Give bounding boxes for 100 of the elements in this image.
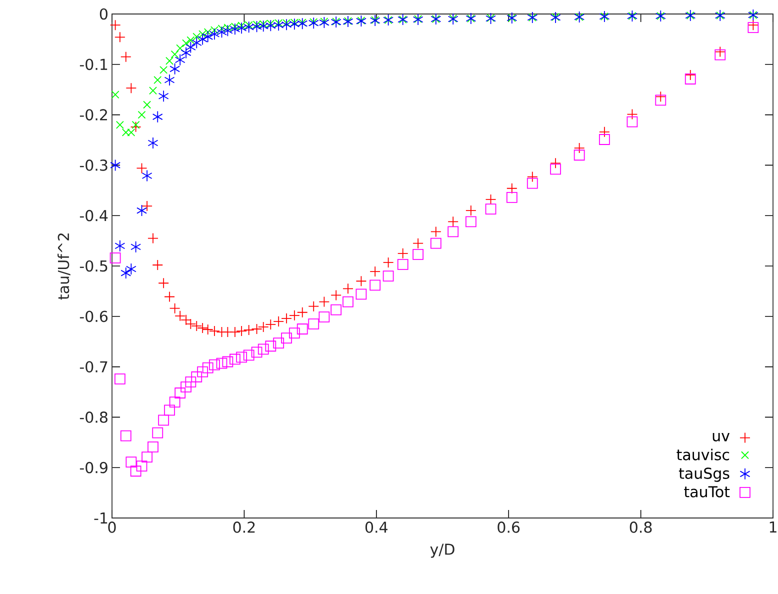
point	[684, 74, 696, 84]
point	[130, 240, 142, 253]
point	[318, 296, 330, 308]
point	[197, 33, 208, 46]
point	[154, 76, 162, 84]
point	[430, 238, 442, 249]
point	[120, 430, 132, 442]
point	[485, 204, 496, 214]
point	[182, 39, 190, 48]
point	[158, 90, 169, 102]
point	[152, 260, 164, 270]
point	[485, 194, 496, 205]
point	[382, 270, 394, 282]
point	[114, 32, 126, 43]
point	[126, 82, 137, 94]
point	[448, 226, 459, 238]
y-axis-title: tau/Uf^2	[58, 233, 70, 300]
point	[243, 324, 254, 336]
point	[308, 318, 320, 330]
point	[310, 18, 318, 26]
point	[110, 159, 121, 172]
point	[342, 296, 354, 308]
point	[191, 371, 202, 382]
y-tick-label: -0.5	[80, 260, 108, 272]
point	[748, 20, 759, 31]
point	[714, 49, 726, 60]
point	[273, 338, 284, 349]
point	[342, 283, 354, 294]
point	[397, 248, 408, 259]
point	[318, 311, 330, 322]
point	[110, 252, 121, 264]
point	[296, 324, 308, 334]
point	[222, 356, 234, 368]
point	[330, 16, 342, 28]
point	[160, 66, 168, 74]
point	[236, 326, 248, 336]
y-tick-label: -0.3	[80, 160, 108, 171]
point	[243, 350, 254, 361]
point	[114, 373, 126, 384]
point	[197, 366, 208, 378]
point	[273, 316, 284, 327]
legend-label: uv	[712, 432, 730, 442]
point	[655, 94, 666, 106]
point	[748, 22, 759, 34]
point	[308, 17, 319, 30]
point	[176, 44, 184, 52]
point	[166, 56, 174, 65]
point	[342, 16, 354, 28]
point	[148, 137, 158, 149]
point	[136, 204, 147, 217]
x-tick-label: 0.8	[630, 522, 652, 533]
y-tick-label: -0.4	[80, 210, 108, 222]
point	[288, 328, 300, 338]
point	[599, 126, 610, 138]
point	[170, 62, 180, 75]
point	[655, 91, 666, 102]
y-tick-label: -0.6	[80, 310, 108, 322]
point	[202, 362, 214, 374]
point	[230, 326, 240, 338]
point	[265, 340, 276, 352]
point	[132, 120, 140, 129]
point	[136, 460, 148, 472]
point	[185, 376, 196, 388]
x-axis-title: y/D	[430, 544, 454, 558]
point	[191, 320, 202, 332]
point	[258, 344, 269, 355]
point	[397, 259, 408, 270]
point	[574, 150, 585, 161]
point	[430, 226, 442, 238]
x-tick-label: 1	[770, 522, 776, 532]
point	[714, 46, 726, 58]
point	[412, 238, 424, 249]
point	[202, 30, 214, 43]
point	[120, 267, 132, 280]
point	[152, 110, 163, 123]
point	[626, 116, 638, 128]
point	[149, 86, 157, 95]
point	[296, 306, 308, 318]
point	[148, 441, 158, 452]
point	[330, 304, 342, 316]
point	[370, 266, 381, 277]
point	[130, 466, 142, 477]
point	[164, 404, 175, 416]
point	[158, 278, 170, 289]
y-tick-label: -0.2	[80, 109, 107, 120]
point	[136, 162, 148, 174]
y-tick-label: 0	[100, 8, 108, 20]
point	[230, 354, 240, 365]
point	[526, 178, 538, 189]
point	[130, 121, 142, 132]
point	[550, 158, 561, 169]
point	[465, 216, 476, 228]
point	[236, 352, 248, 363]
point	[626, 108, 638, 120]
point	[330, 290, 342, 301]
y-tick-label: -0.8	[80, 412, 108, 423]
point	[164, 74, 175, 86]
point	[191, 36, 202, 49]
point	[370, 280, 381, 291]
point	[209, 326, 220, 336]
